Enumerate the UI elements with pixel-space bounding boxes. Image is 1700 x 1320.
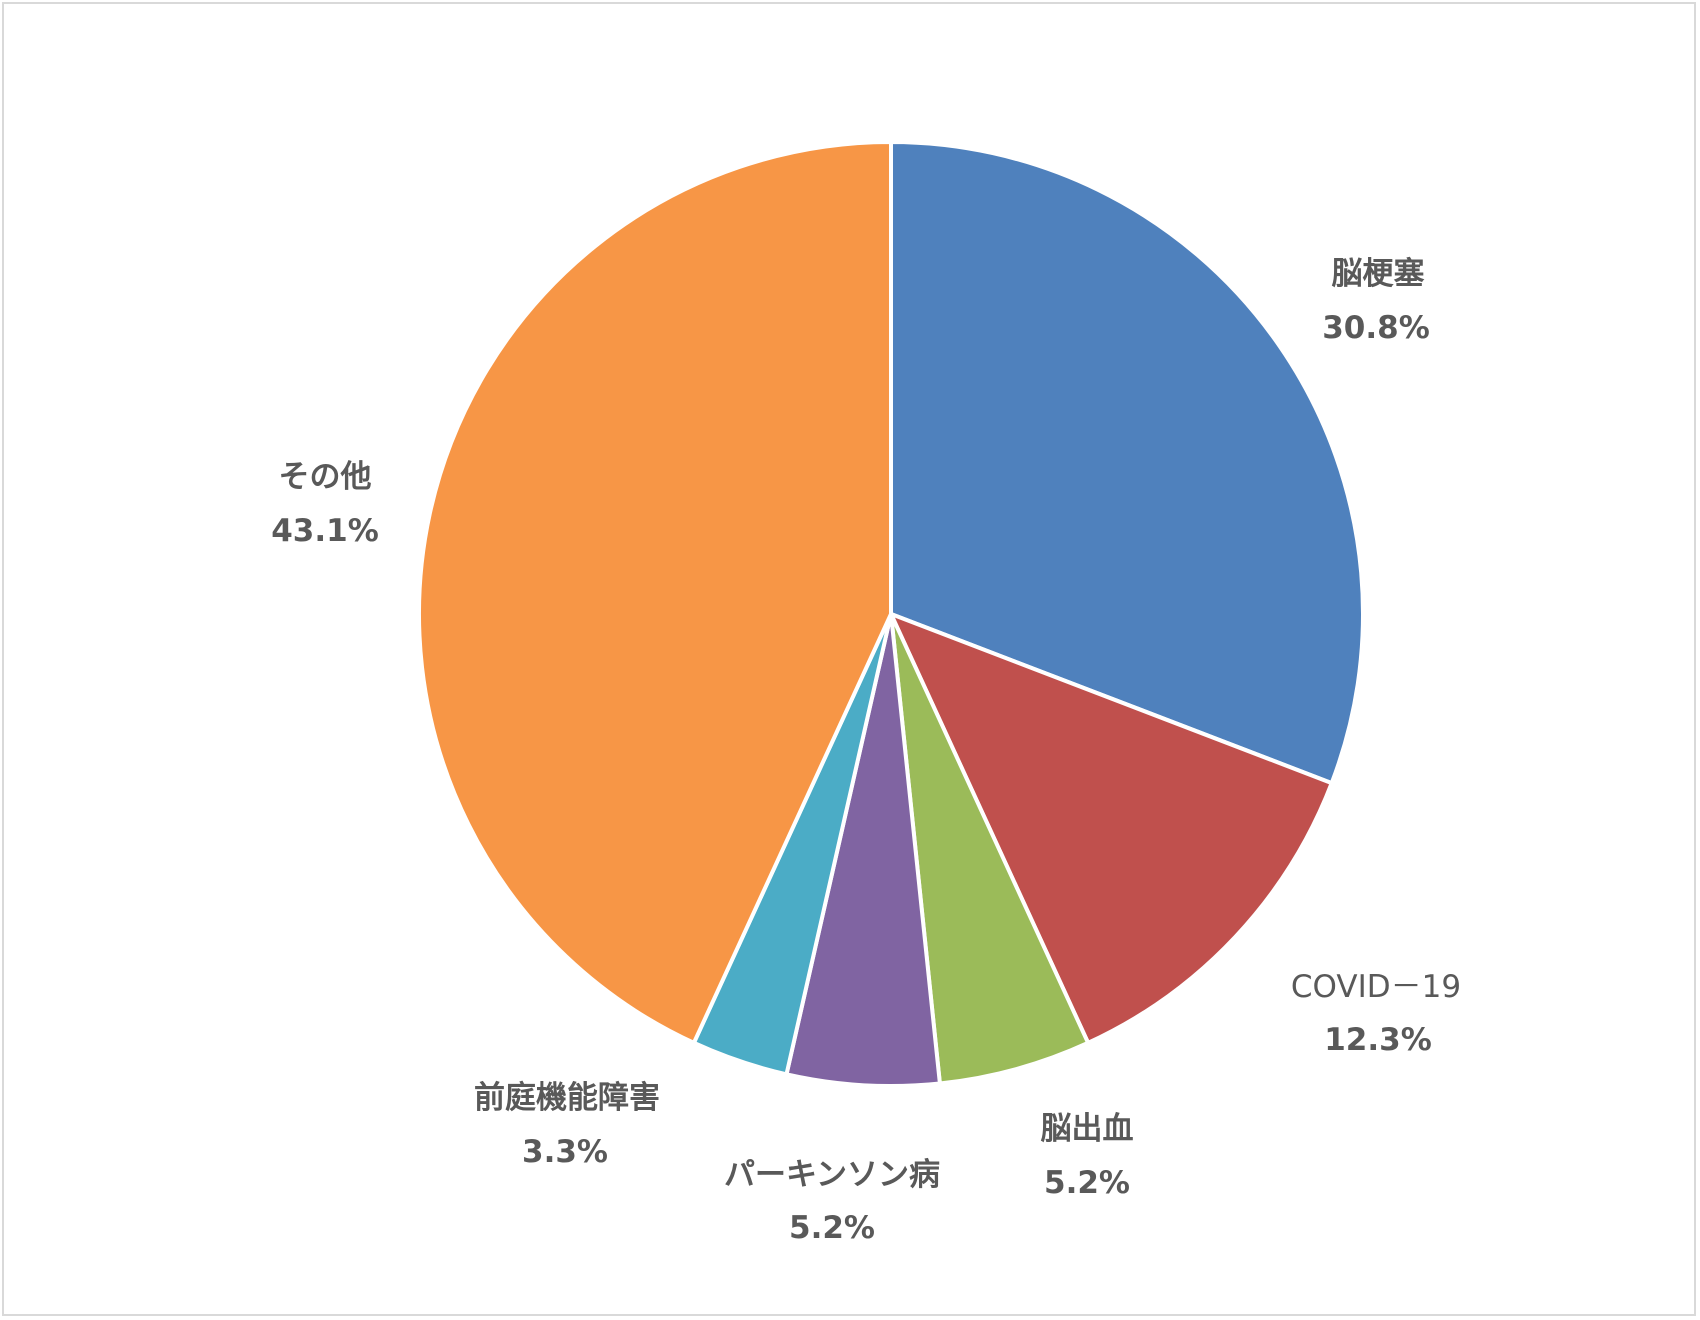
slice-value-parkinsons: 5.2%: [789, 1210, 875, 1246]
data-label-cerebral-infarction: 脳梗塞 30.8%: [1322, 256, 1430, 346]
slice-value-other: 43.1%: [271, 513, 379, 549]
data-label-other: その他 43.1%: [271, 459, 379, 549]
data-label-cerebral-hemorrhage: 脳出血 5.2%: [1041, 1111, 1134, 1201]
slice-value-cerebral-infarction: 30.8%: [1322, 310, 1430, 346]
pie-slice-cerebral-hemorrhage: [889, 612, 1091, 1086]
pie-slices: [417, 140, 1365, 1088]
data-label-vestibular-disorder: 前庭機能障害 3.3%: [474, 1080, 660, 1170]
slice-value-vestibular-disorder: 3.3%: [522, 1134, 608, 1170]
pie-slice-covid19: [889, 612, 1334, 1045]
pie-slice-parkinsons: [784, 612, 942, 1088]
slice-label-other: その他: [279, 459, 372, 495]
slice-label-cerebral-infarction: 脳梗塞: [1332, 256, 1425, 292]
slice-label-cerebral-hemorrhage: 脳出血: [1041, 1111, 1134, 1147]
slice-value-cerebral-hemorrhage: 5.2%: [1044, 1165, 1130, 1201]
slice-label-covid19: COVID－19: [1291, 969, 1461, 1005]
slice-label-vestibular-disorder: 前庭機能障害: [474, 1080, 660, 1116]
data-label-parkinsons: パーキンソン病 5.2%: [724, 1157, 940, 1246]
slice-label-parkinsons: パーキンソン病: [724, 1157, 940, 1193]
pie-slice-cerebral-infarction: [889, 140, 1365, 786]
slice-value-covid19: 12.3%: [1324, 1022, 1432, 1058]
data-label-covid19: COVID－19 12.3%: [1291, 969, 1461, 1058]
pie-slice-other: [417, 140, 893, 1045]
